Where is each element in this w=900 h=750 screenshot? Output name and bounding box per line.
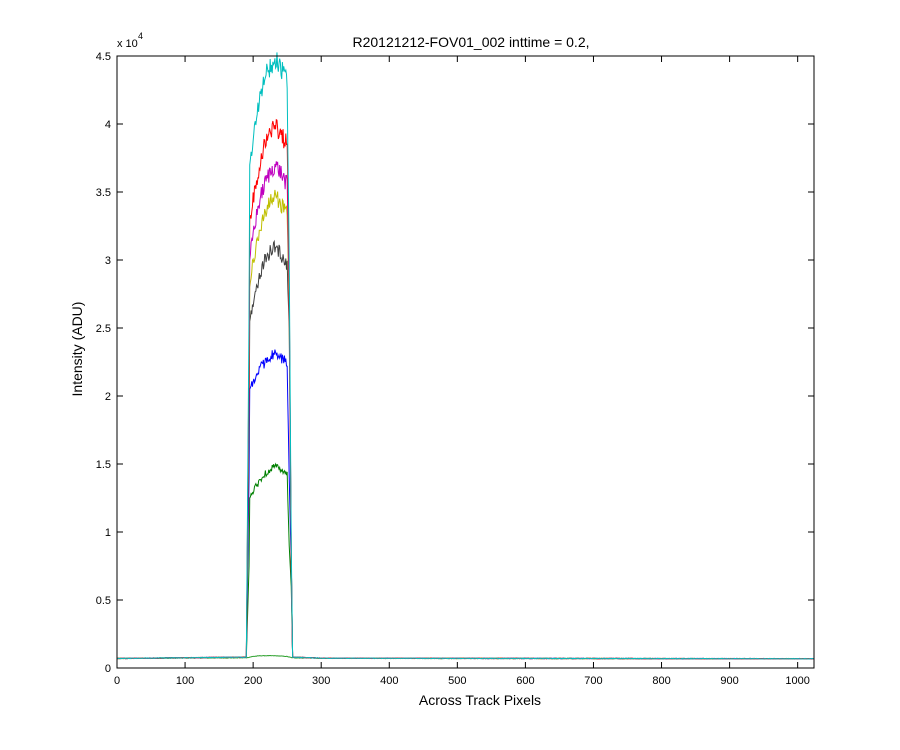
y-tick-label: 1.5 xyxy=(96,459,111,471)
plot-area xyxy=(117,56,814,668)
y-tick-label: 4.5 xyxy=(96,51,111,63)
y-axis-label: Intensity (ADU) xyxy=(69,302,85,397)
x-tick-label: 800 xyxy=(652,675,670,687)
x-axis-ticks: 0 100 200 300 400 500 600 700 800 900 1000 xyxy=(114,56,810,687)
x-tick-label: 0 xyxy=(114,675,120,687)
x-tick-label: 700 xyxy=(584,675,602,687)
y-axis-ticks: 0 0.5 1 1.5 2 2.5 3 3.5 4 4.5 xyxy=(96,51,814,675)
y-tick-label: 0 xyxy=(105,663,111,675)
plot-frame xyxy=(116,55,815,669)
y-tick-label: 2.5 xyxy=(96,323,111,335)
series-line-8 xyxy=(116,52,814,660)
x-tick-label: 100 xyxy=(176,675,194,687)
chart-title: R20121212-FOV01_002 inttime = 0.2, xyxy=(353,34,590,50)
y-tick-label: 3.5 xyxy=(96,187,111,199)
x-tick-label: 1000 xyxy=(785,675,809,687)
y-exponent-label: x 10 xyxy=(117,38,138,50)
x-tick-label: 400 xyxy=(380,675,398,687)
x-axis-label: Across Track Pixels xyxy=(419,692,541,708)
y-tick-label: 2 xyxy=(105,391,111,403)
y-tick-label: 4 xyxy=(105,119,111,131)
y-exponent-power: 4 xyxy=(138,31,143,41)
x-tick-label: 500 xyxy=(448,675,466,687)
x-tick-label: 300 xyxy=(312,675,330,687)
y-tick-label: 0.5 xyxy=(96,595,111,607)
x-tick-label: 200 xyxy=(244,675,262,687)
y-tick-label: 1 xyxy=(105,527,111,539)
x-tick-label: 600 xyxy=(516,675,534,687)
y-tick-label: 3 xyxy=(105,255,111,267)
series-layer xyxy=(116,52,815,660)
x-tick-label: 900 xyxy=(720,675,738,687)
